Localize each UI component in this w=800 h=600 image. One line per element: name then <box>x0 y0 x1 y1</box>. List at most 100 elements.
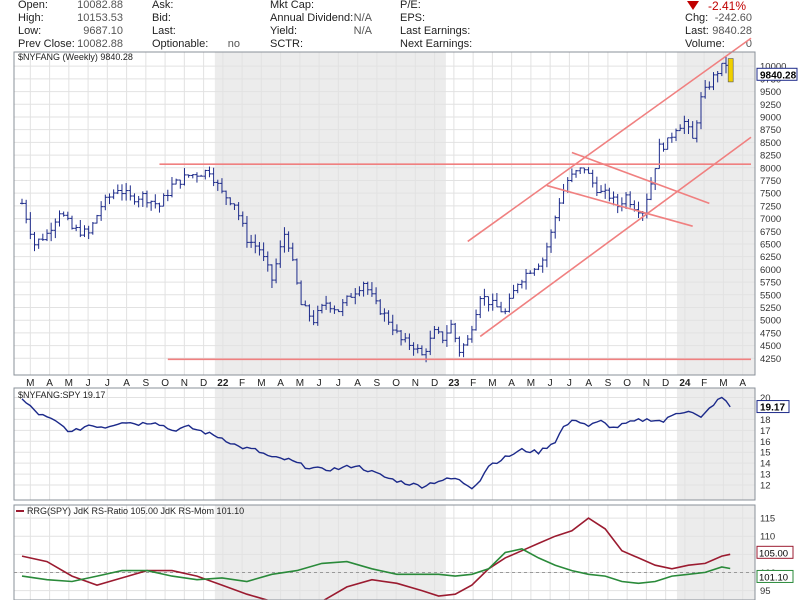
ohlc-bar <box>286 231 291 252</box>
month-tick-label: O <box>392 378 400 389</box>
ohlc-bar <box>228 197 233 206</box>
y-tick-label: 7250 <box>760 201 781 212</box>
month-tick-label: J <box>317 378 322 389</box>
ohlc-bar <box>61 211 66 217</box>
ohlc-bar <box>165 189 170 202</box>
ohlc-bar <box>415 344 420 354</box>
ohlc-bar <box>307 304 312 322</box>
ohlc-bar <box>78 219 83 238</box>
ohlc-bar <box>299 280 304 306</box>
ohlc-bar <box>669 132 674 143</box>
ohlc-bar <box>557 198 562 222</box>
ohlc-bar <box>494 292 499 308</box>
ohlc-bar <box>699 92 704 130</box>
month-tick-label: M <box>65 378 73 389</box>
ohlc-bar <box>324 295 329 310</box>
quote-label: Optionable: <box>152 38 209 50</box>
rs-ratio-line <box>21 517 731 600</box>
month-tick-label: M <box>527 378 535 389</box>
ohlc-bar <box>353 288 358 305</box>
ohlc-bar <box>215 179 220 191</box>
last-value-label: 101.10 <box>759 572 788 583</box>
rs-mom-line <box>21 548 731 585</box>
ohlc-bar <box>440 331 445 344</box>
ohlc-bar <box>515 283 520 294</box>
quote-label: EPS: <box>400 12 426 24</box>
panel-border <box>13 504 756 600</box>
month-tick-label: A <box>277 378 284 389</box>
ohlc-bar <box>469 325 474 343</box>
ohlc-bar <box>436 326 441 334</box>
y-tick-label: 18 <box>760 415 771 426</box>
ohlc-bar <box>190 174 195 179</box>
ohlc-bar <box>594 176 599 197</box>
ohlc-bar <box>582 167 587 174</box>
ohlc-bar <box>503 308 508 315</box>
ohlc-bar <box>65 211 70 221</box>
ohlc-bar <box>407 333 412 351</box>
y-tick-label: 6500 <box>760 239 781 250</box>
quote-label: Prev Close: <box>18 38 75 50</box>
ohlc-bar <box>244 216 249 248</box>
month-tick-label: 24 <box>679 378 691 389</box>
last-value-label: 105.00 <box>759 548 788 559</box>
quote-value: 10153.53 <box>77 12 123 24</box>
ohlc-bar <box>540 257 545 273</box>
ohlc-bar <box>715 70 720 83</box>
ohlc-bar <box>411 342 416 356</box>
month-tick-label: A <box>46 378 53 389</box>
ohlc-bar <box>20 198 24 205</box>
y-tick-label: 9500 <box>760 87 781 98</box>
month-tick-label: A <box>508 378 515 389</box>
y-tick-label: 8250 <box>760 151 781 162</box>
year-shade <box>676 505 755 600</box>
ohlc-bar <box>111 189 116 200</box>
ohlc-bar <box>403 333 408 343</box>
month-tick-label: M <box>488 378 496 389</box>
ohlc-bar <box>132 193 137 205</box>
ohlc-bar <box>536 263 541 271</box>
ohlc-bar <box>240 211 245 227</box>
ohlc-bar <box>315 305 320 326</box>
month-tick-label: S <box>374 378 381 389</box>
ohlc-bar <box>115 184 120 195</box>
y-tick-label: 17 <box>760 426 771 437</box>
ohlc-bar <box>269 264 274 289</box>
ohlc-bar <box>199 174 204 177</box>
ohlc-bar <box>99 201 104 221</box>
ohlc-bar <box>569 168 574 183</box>
ohlc-bar <box>361 281 366 297</box>
ohlc-bar <box>703 80 708 99</box>
rrg-legend: RRG(SPY) JdK RS-Ratio 105.00 JdK RS-Mom … <box>16 506 244 516</box>
year-shade <box>214 505 446 600</box>
ohlc-bar <box>186 174 191 178</box>
ohlc-bar <box>603 183 608 199</box>
ohlc-bar <box>90 222 95 235</box>
ohlc-bar <box>707 81 712 90</box>
y-tick-label: 9250 <box>760 100 781 111</box>
ohlc-bar <box>253 234 258 254</box>
y-tick-label: 20 <box>760 393 771 404</box>
ohlc-bar <box>499 301 504 313</box>
ohlc-bar <box>82 225 87 238</box>
ohlc-bar <box>465 335 470 346</box>
ohlc-bar <box>528 270 533 274</box>
month-tick-label: M <box>26 378 34 389</box>
ohlc-bar <box>178 179 183 189</box>
ohlc-bar <box>149 200 154 211</box>
ohlc-bar <box>336 309 341 313</box>
quote-label: Low: <box>18 25 42 37</box>
quote-value: N/A <box>353 12 372 24</box>
ohlc-bar <box>174 178 179 185</box>
ohlc-bar <box>44 229 49 242</box>
ohlc-bar <box>24 199 29 224</box>
last-value-box <box>756 545 794 559</box>
month-tick-label: J <box>105 378 110 389</box>
y-tick-label: 4250 <box>760 354 781 365</box>
trendline <box>571 151 710 205</box>
ohlc-bar <box>544 242 549 268</box>
quote-label: Last: <box>152 25 176 37</box>
ohlc-bar <box>74 224 79 232</box>
ohlc-bar <box>386 310 391 325</box>
ohlc-bar <box>553 215 558 239</box>
